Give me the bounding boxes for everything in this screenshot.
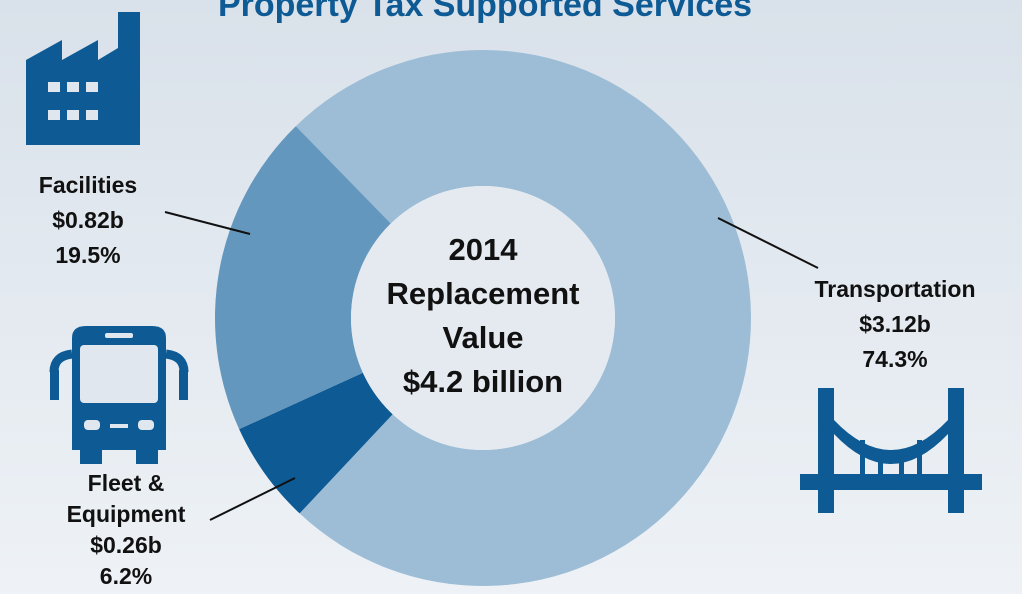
factory-icon xyxy=(26,12,140,145)
amount-label: $3.12b xyxy=(859,311,931,337)
slice-label: Transportation $3.12b 74.3% xyxy=(790,272,1000,377)
percent-label: 74.3% xyxy=(862,346,928,372)
percent-label: 19.5% xyxy=(55,242,121,268)
chart-title: Property Tax Supported Services xyxy=(217,0,753,24)
slice-label: Fleet & Equipment $0.26b 6.2% xyxy=(60,468,192,592)
amount-label: $0.26b xyxy=(90,532,162,558)
slice xyxy=(239,372,393,514)
slices xyxy=(215,49,751,586)
leader-line xyxy=(209,477,296,521)
bus-icon xyxy=(49,326,189,464)
category-label: Fleet & Equipment xyxy=(66,470,186,527)
center-line: Value xyxy=(442,320,524,355)
donut-hole xyxy=(351,186,615,450)
center-line: $4.2 billion xyxy=(402,364,564,399)
category-label: Facilities xyxy=(38,172,138,198)
leader-line xyxy=(164,211,251,235)
center-line: 2014 xyxy=(448,232,518,267)
leader-line xyxy=(717,217,819,269)
slice-label: Facilities $0.82b 19.5% xyxy=(20,168,156,273)
slice xyxy=(215,126,391,430)
slice xyxy=(295,49,751,586)
center-line: Replacement xyxy=(386,276,580,311)
center-label: 2014 Replacement Value $4.2 billion xyxy=(353,228,613,404)
amount-label: $0.82b xyxy=(52,207,124,233)
bridge-icon xyxy=(800,388,982,513)
percent-label: 6.2% xyxy=(99,563,153,589)
category-label: Transportation xyxy=(814,276,976,302)
